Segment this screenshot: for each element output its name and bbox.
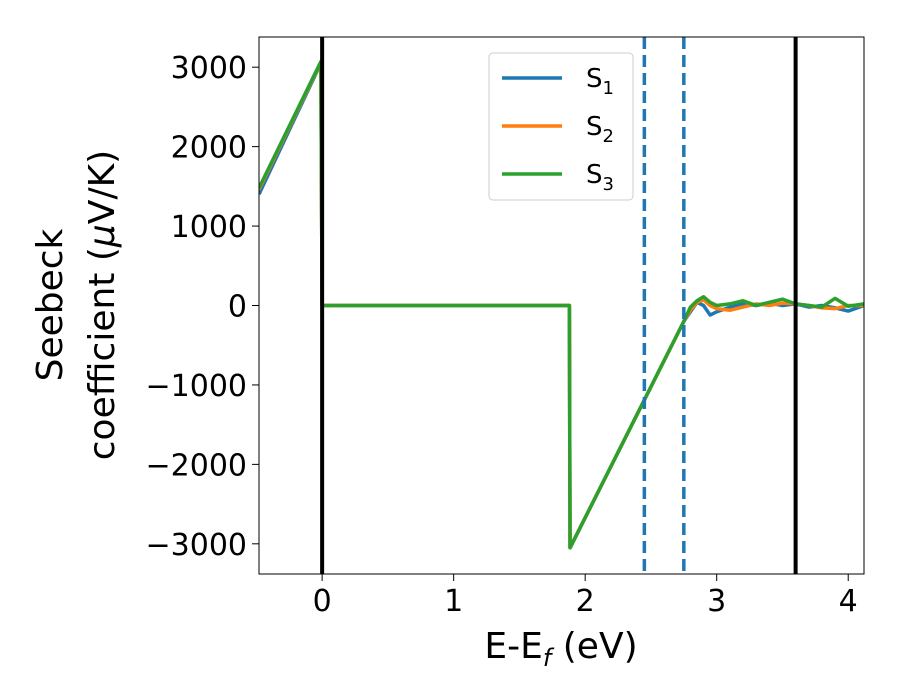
x-axis-label: E-Ef (eV) [484, 626, 637, 672]
y-tick-label: 3000 [171, 51, 247, 86]
legend-label-s2: S2 [586, 112, 614, 147]
x-axis-label-main: E-E [484, 626, 542, 667]
legend-label-sub: 2 [603, 126, 614, 147]
legend-label-main: S [586, 112, 603, 142]
series-line-s3 [259, 59, 864, 550]
legend-label-sub: 3 [603, 174, 614, 195]
x-tick-label: 2 [576, 584, 595, 619]
legend-label-main: S [586, 64, 603, 94]
x-tick-label: 3 [707, 584, 726, 619]
legend-label-main: S [586, 160, 603, 190]
y-axis-ticks: −3000 −2000 −1000 0 1000 2000 3000 [146, 51, 259, 563]
legend-label-s3: S3 [586, 160, 614, 195]
y-axis-label-mu: μ [82, 224, 123, 248]
x-axis-ticks: 0 1 2 3 4 [313, 574, 858, 619]
y-axis-label-line2: coefficient (μV/K) [82, 150, 123, 460]
y-tick-label: 0 [228, 290, 247, 325]
y-tick-label: 1000 [171, 210, 247, 245]
y-axis-label-line1: Seebeck [30, 228, 71, 381]
plot-content [259, 37, 864, 574]
y-axis-label-suffix: V/K) [82, 150, 123, 224]
y-tick-label: −2000 [146, 448, 247, 483]
y-axis-label-prefix: coefficient ( [82, 247, 123, 460]
x-tick-label: 1 [444, 584, 463, 619]
y-tick-label: 2000 [171, 131, 247, 166]
y-tick-label: −3000 [146, 528, 247, 563]
y-axis-label: Seebeck coefficient (μV/K) [30, 150, 123, 460]
x-tick-label: 4 [839, 584, 858, 619]
y-tick-label: −1000 [146, 369, 247, 404]
legend-label-sub: 1 [603, 78, 614, 99]
x-tick-label: 0 [313, 584, 332, 619]
x-axis-label-unit: (eV) [551, 626, 637, 667]
legend-label-s1: S1 [586, 64, 614, 99]
